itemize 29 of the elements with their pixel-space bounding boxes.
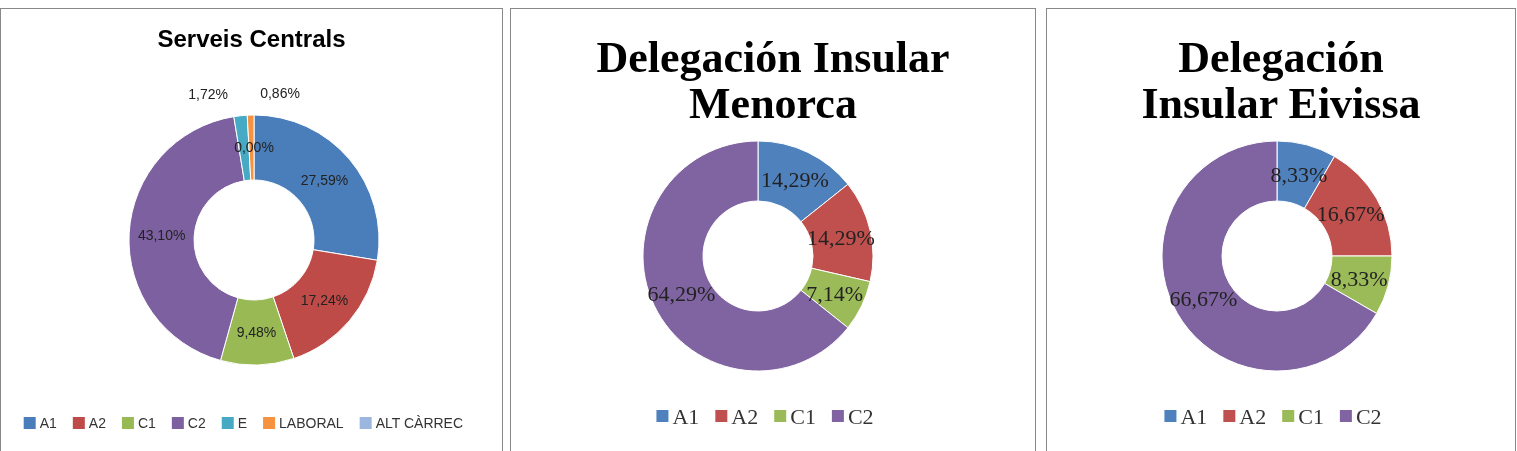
legend-label: C2 xyxy=(187,414,206,431)
legend-label: C2 xyxy=(847,403,874,429)
data-label: 16,67% xyxy=(1316,201,1385,227)
legend-label: C1 xyxy=(1298,403,1324,429)
chart-title: Delegación Insular Menorca xyxy=(596,32,950,129)
data-label: 14,29% xyxy=(760,167,829,193)
data-label: 17,24% xyxy=(300,291,349,308)
data-label: 1,72% xyxy=(188,85,228,102)
data-label: 8,33% xyxy=(1330,265,1388,291)
data-label: 7,14% xyxy=(806,280,863,306)
legend-label: A1 xyxy=(39,414,58,431)
legend-label: E xyxy=(237,414,248,431)
legend-label: C2 xyxy=(1355,403,1382,429)
legend-label: A1 xyxy=(1180,403,1208,429)
data-label: 66,67% xyxy=(1169,286,1238,312)
legend-label: ALT CÀRREC xyxy=(375,414,464,431)
legend-label: C1 xyxy=(137,414,157,431)
legend-label: A2 xyxy=(731,403,759,429)
data-label: 0,86% xyxy=(260,84,300,101)
data-label: 43,10% xyxy=(137,226,186,243)
legend-label: C1 xyxy=(790,403,816,429)
legend-label: LABORAL xyxy=(279,414,344,431)
legend-label: A2 xyxy=(1239,403,1267,429)
data-label: 9,48% xyxy=(236,324,277,341)
data-label: 27,59% xyxy=(300,172,349,189)
legend-label: A2 xyxy=(88,414,107,431)
chart-title: Serveis Centrals xyxy=(157,25,346,52)
chart-title: Delegación Insular Eivissa xyxy=(1141,32,1421,129)
legend-label: A1 xyxy=(672,403,700,429)
